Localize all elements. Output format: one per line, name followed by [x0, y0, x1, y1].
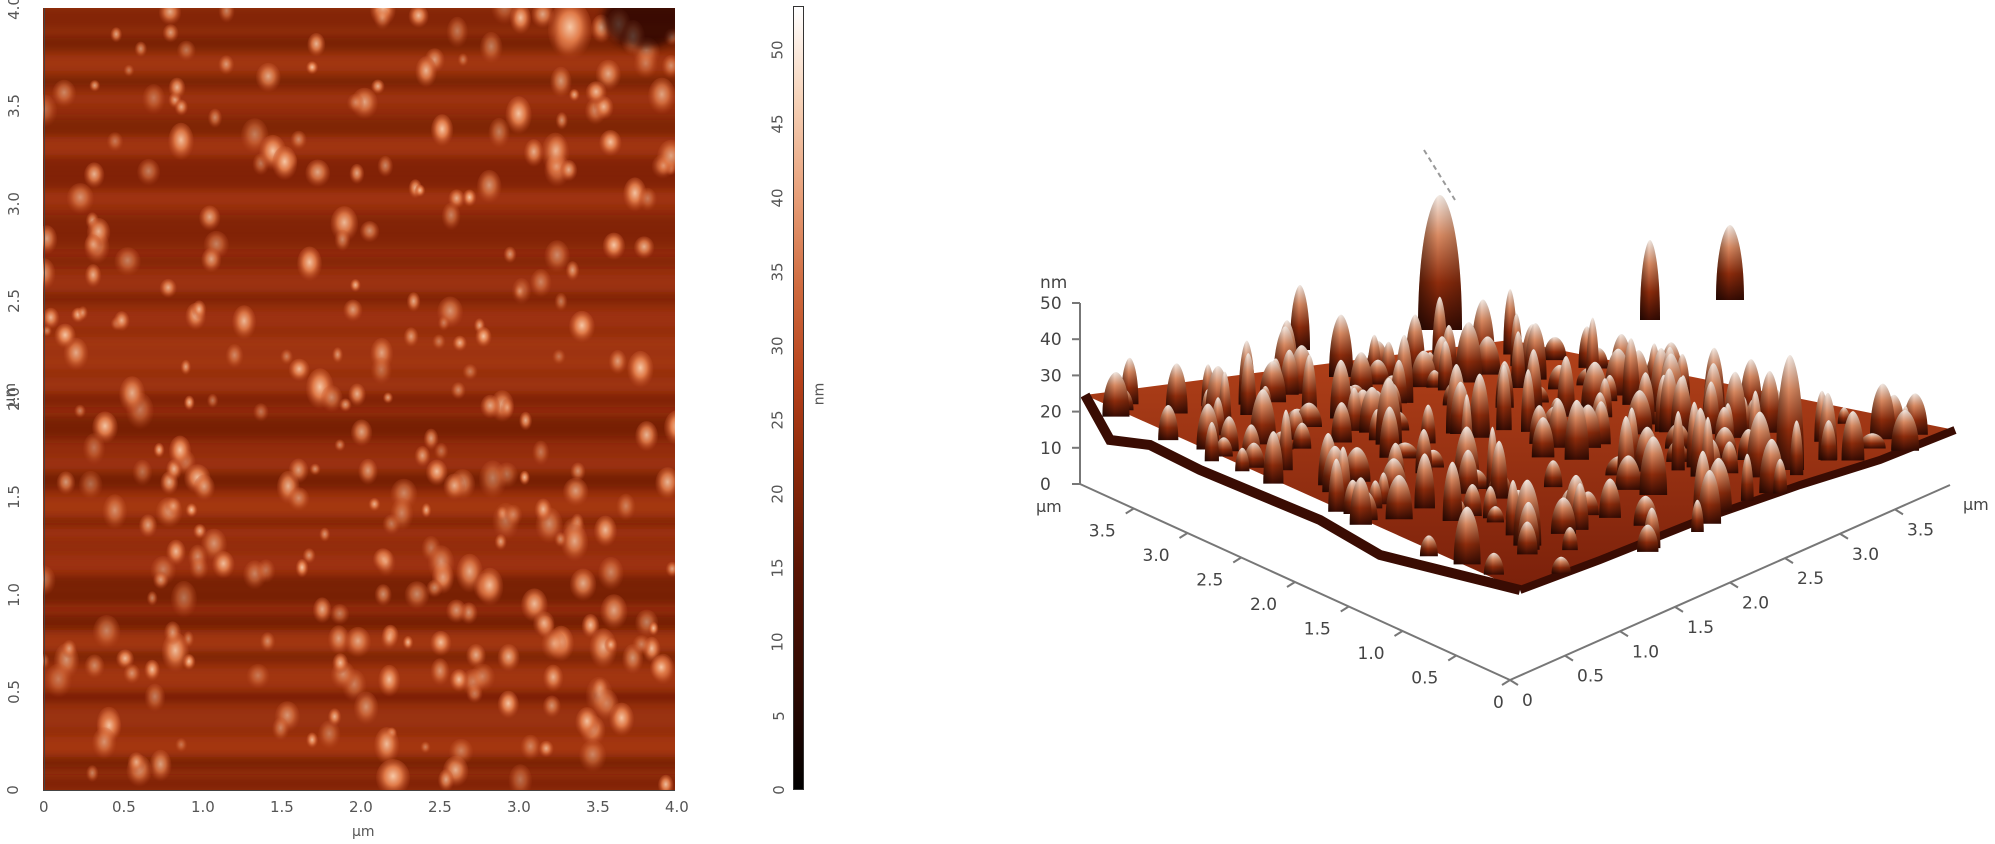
y-tick-label: 1.5: [4, 484, 23, 509]
colorbar-tick-label: 50: [768, 40, 787, 60]
colorbar-tick-label: 10: [768, 632, 787, 652]
right-floor-axis-label: µm: [1963, 495, 1989, 514]
z-tick-label: 10: [1040, 439, 1062, 459]
colorbar-tick-label: 25: [768, 410, 787, 430]
y-axis-label: µm: [1, 382, 20, 408]
x-tick-label: 0.5: [112, 798, 136, 816]
left-axis-tick-label: 0.5: [1411, 669, 1438, 689]
x-axis: [43, 790, 675, 796]
y-tick-label: 0: [3, 785, 22, 795]
colorbar-tick-label: 45: [768, 114, 787, 134]
x-axis-label: µm: [352, 824, 375, 840]
left-axis-tick-label: 1.5: [1304, 620, 1331, 640]
right-floor-axis-ticks: 0 0.5 1.0 1.5 2.0 2.5 3.0 3.5: [1509, 508, 1934, 711]
right-axis-tick-label: 1.0: [1632, 642, 1659, 662]
z-tick-label: 30: [1040, 366, 1062, 386]
left-axis-tick-label: 1.0: [1358, 644, 1385, 664]
left-floor-axis-ticks: 0 0.5 1.0 1.5 2.0 2.5 3.0 3.5: [1089, 507, 1511, 713]
left-axis-tick-label: 2.0: [1250, 595, 1277, 615]
surface-peaks: [1102, 195, 1928, 575]
right-axis-tick-label: 2.0: [1742, 594, 1769, 614]
right-axis-tick-label: 3.0: [1852, 545, 1879, 565]
y-tick-label: 3.0: [4, 191, 23, 216]
right-axis-tick-label: 0: [1522, 691, 1533, 711]
y-tick-label: 4.0: [4, 0, 23, 20]
probe-trace-line: [1423, 149, 1456, 201]
y-axis: [38, 8, 45, 790]
x-tick-label: 1.0: [191, 798, 215, 816]
y-tick-label: 1.0: [4, 582, 23, 607]
colorbar-label: nm: [811, 382, 828, 406]
right-axis-tick-label: 2.5: [1797, 569, 1824, 589]
afm-3d-surface-plot: 0 10 20 30 40 50 nm 0 0.5 1.0 1.5 2.0 2.5 3.0 3.5 µm…: [1036, 149, 1989, 713]
z-axis-ticks: 0 10 20 30 40 50: [1040, 294, 1080, 495]
left-axis-tick-label: 2.5: [1196, 571, 1223, 591]
left-axis-tick-label: 3.5: [1089, 522, 1116, 542]
x-tick-label: 3.5: [586, 798, 610, 816]
colorbar-tick-label: 20: [768, 484, 787, 504]
colorbar-tick-label: 30: [768, 336, 787, 356]
colorbar-tick-label: 40: [768, 188, 787, 208]
left-axis-tick-label: 3.0: [1143, 546, 1170, 566]
y-tick-label: 0.5: [4, 680, 23, 705]
x-tick-label: 3.0: [507, 798, 531, 816]
z-tick-label: 20: [1040, 403, 1062, 423]
y-tick-label: 3.5: [4, 93, 23, 118]
x-tick-label: 0: [39, 798, 49, 816]
x-tick-label: 1.5: [270, 798, 294, 816]
surface-front-edge-right: [1518, 426, 1957, 594]
x-tick-label: 2.5: [428, 798, 452, 816]
colorbar-tick-label: 0: [769, 785, 788, 795]
surface-front-edge-left: [1080, 392, 1522, 595]
left-floor-axis-label: µm: [1036, 497, 1062, 516]
height-map-image: [43, 8, 675, 790]
x-tick-label: 2.0: [349, 798, 373, 816]
right-axis-tick-label: 1.5: [1687, 618, 1714, 638]
z-axis-label: nm: [1040, 273, 1067, 293]
right-axis-tick-label: 3.5: [1907, 520, 1934, 540]
colorbar: [793, 6, 804, 790]
colorbar-tick-label: 5: [769, 711, 788, 721]
afm-2d-height-map: [43, 8, 675, 790]
y-tick-label: 2.5: [4, 289, 23, 314]
colorbar-tick-label: 35: [768, 262, 787, 282]
z-tick-label: 40: [1040, 330, 1062, 350]
colorbar-tick-label: 15: [768, 558, 787, 578]
right-axis-tick-label: 0.5: [1577, 667, 1604, 687]
z-tick-label: 50: [1040, 294, 1062, 314]
x-tick-label: 4.0: [665, 798, 689, 816]
z-tick-label: 0: [1040, 475, 1051, 495]
left-axis-tick-label: 0: [1493, 693, 1504, 713]
